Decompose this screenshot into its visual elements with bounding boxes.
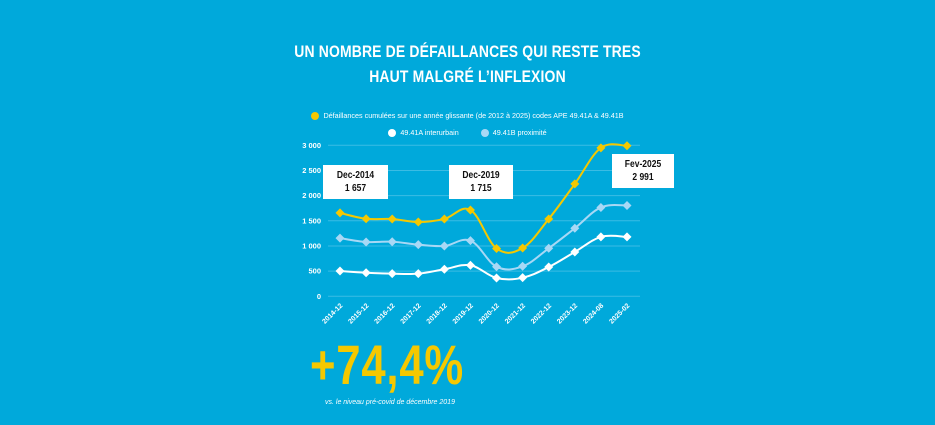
data-point-marker xyxy=(335,208,345,218)
y-tick-label: 2 500 xyxy=(302,166,321,175)
chart-title-line-2: HAUT MALGRÉ L’INFLEXION xyxy=(369,67,566,86)
data-point-marker xyxy=(622,141,632,151)
series-line xyxy=(339,204,628,271)
legend-label: 49.41B proximité xyxy=(492,128,547,137)
legend-item-cumulative: Défaillances cumulées sur une année glis… xyxy=(311,111,624,120)
data-point-marker xyxy=(570,247,580,257)
x-tick-label: 2015-12 xyxy=(347,302,370,325)
data-point-marker xyxy=(361,268,371,278)
callout-label: Dec-2019 xyxy=(462,170,500,181)
data-point-marker xyxy=(492,243,502,253)
x-tick-label: 2019-12 xyxy=(452,302,475,325)
x-tick-label: 2023-12 xyxy=(556,302,579,325)
x-tick-label: 2016-12 xyxy=(373,302,396,325)
data-point-marker xyxy=(361,214,371,224)
data-point-marker xyxy=(387,269,397,279)
highlight-percentage: +74,4% xyxy=(310,333,465,396)
data-point-marker xyxy=(518,243,528,253)
data-point-marker xyxy=(335,233,345,243)
data-point-marker xyxy=(622,232,632,242)
data-point-marker xyxy=(596,202,606,212)
x-tick-label: 2017-12 xyxy=(400,302,423,325)
data-point-marker xyxy=(570,223,580,233)
data-point-marker xyxy=(544,243,554,253)
callout-dec-2019: Dec-2019 1 715 xyxy=(449,165,513,199)
data-point-marker xyxy=(492,273,502,283)
legend-row-2: 49.41A interurbain 49.41B proximité xyxy=(0,128,935,139)
y-tick-label: 3 000 xyxy=(302,141,321,150)
x-tick-label: 2014-12 xyxy=(321,302,344,325)
data-point-marker xyxy=(518,273,528,283)
series-0 xyxy=(335,141,632,254)
legend-dot-icon xyxy=(388,128,397,137)
y-tick-label: 500 xyxy=(308,267,321,276)
y-tick-label: 1 000 xyxy=(302,241,321,250)
data-point-marker xyxy=(570,179,580,189)
data-point-marker xyxy=(596,232,606,242)
legend-label: 49.41A interurbain xyxy=(400,128,459,137)
callout-dec-2014: Dec-2014 1 657 xyxy=(323,165,388,199)
data-point-marker xyxy=(387,214,397,224)
data-point-marker xyxy=(518,261,528,271)
chart-title-line-1: UN NOMBRE DE DÉFAILLANCES QUI RESTE TRES xyxy=(294,42,641,61)
data-point-marker xyxy=(413,269,423,279)
legend-row-1: Défaillances cumulées sur une année glis… xyxy=(0,111,935,122)
highlight-note: vs. le niveau pré-covid de décembre 2019 xyxy=(325,399,455,406)
x-tick-label: 2022-12 xyxy=(530,302,553,325)
x-tick-label: 2025-02 xyxy=(608,302,631,325)
data-point-marker xyxy=(596,143,606,153)
data-point-marker xyxy=(439,264,449,274)
legend-item-interurbain: 49.41A interurbain xyxy=(388,128,459,137)
x-axis-labels: 2014-12 2015-12 2016-12 2017-12 2018-12 2019-… xyxy=(321,302,631,325)
x-tick-label: 2024-08 xyxy=(582,302,605,325)
data-point-marker xyxy=(439,241,449,251)
legend-dot-icon xyxy=(311,111,320,120)
callout-value: 2 991 xyxy=(632,172,654,183)
x-tick-label: 2018-12 xyxy=(426,302,449,325)
callout-fev-2025: Fev-2025 2 991 xyxy=(612,154,674,188)
data-point-marker xyxy=(544,262,554,272)
callout-label: Fev-2025 xyxy=(624,159,662,170)
x-tick-label: 2021-12 xyxy=(504,302,527,325)
legend-dot-icon xyxy=(480,128,489,137)
series-1 xyxy=(335,232,632,283)
data-point-marker xyxy=(413,240,423,250)
y-axis-labels: 0 500 1 000 1 500 2 000 2 500 3 000 xyxy=(302,141,321,301)
data-point-marker xyxy=(335,266,345,276)
callout-value: 1 715 xyxy=(470,183,492,194)
data-point-marker xyxy=(465,260,475,270)
data-point-marker xyxy=(465,205,475,215)
callout-value: 1 657 xyxy=(344,183,367,194)
data-point-marker xyxy=(492,262,502,272)
series-lines xyxy=(335,141,632,283)
data-point-marker xyxy=(622,200,632,210)
data-point-marker xyxy=(439,214,449,224)
data-point-marker xyxy=(413,217,423,227)
series-2 xyxy=(335,200,632,272)
callout-label: Dec-2014 xyxy=(336,170,375,181)
data-point-marker xyxy=(544,214,554,224)
y-tick-label: 2 000 xyxy=(302,191,321,200)
y-tick-label: 1 500 xyxy=(302,216,321,225)
data-point-marker xyxy=(387,237,397,247)
data-point-marker xyxy=(361,237,371,247)
y-tick-label: 0 xyxy=(317,292,321,301)
data-point-marker xyxy=(465,236,475,246)
legend-label: Défaillances cumulées sur une année glis… xyxy=(323,111,624,120)
x-tick-label: 2020-12 xyxy=(478,302,501,325)
legend-item-proximite: 49.41B proximité xyxy=(480,128,547,137)
